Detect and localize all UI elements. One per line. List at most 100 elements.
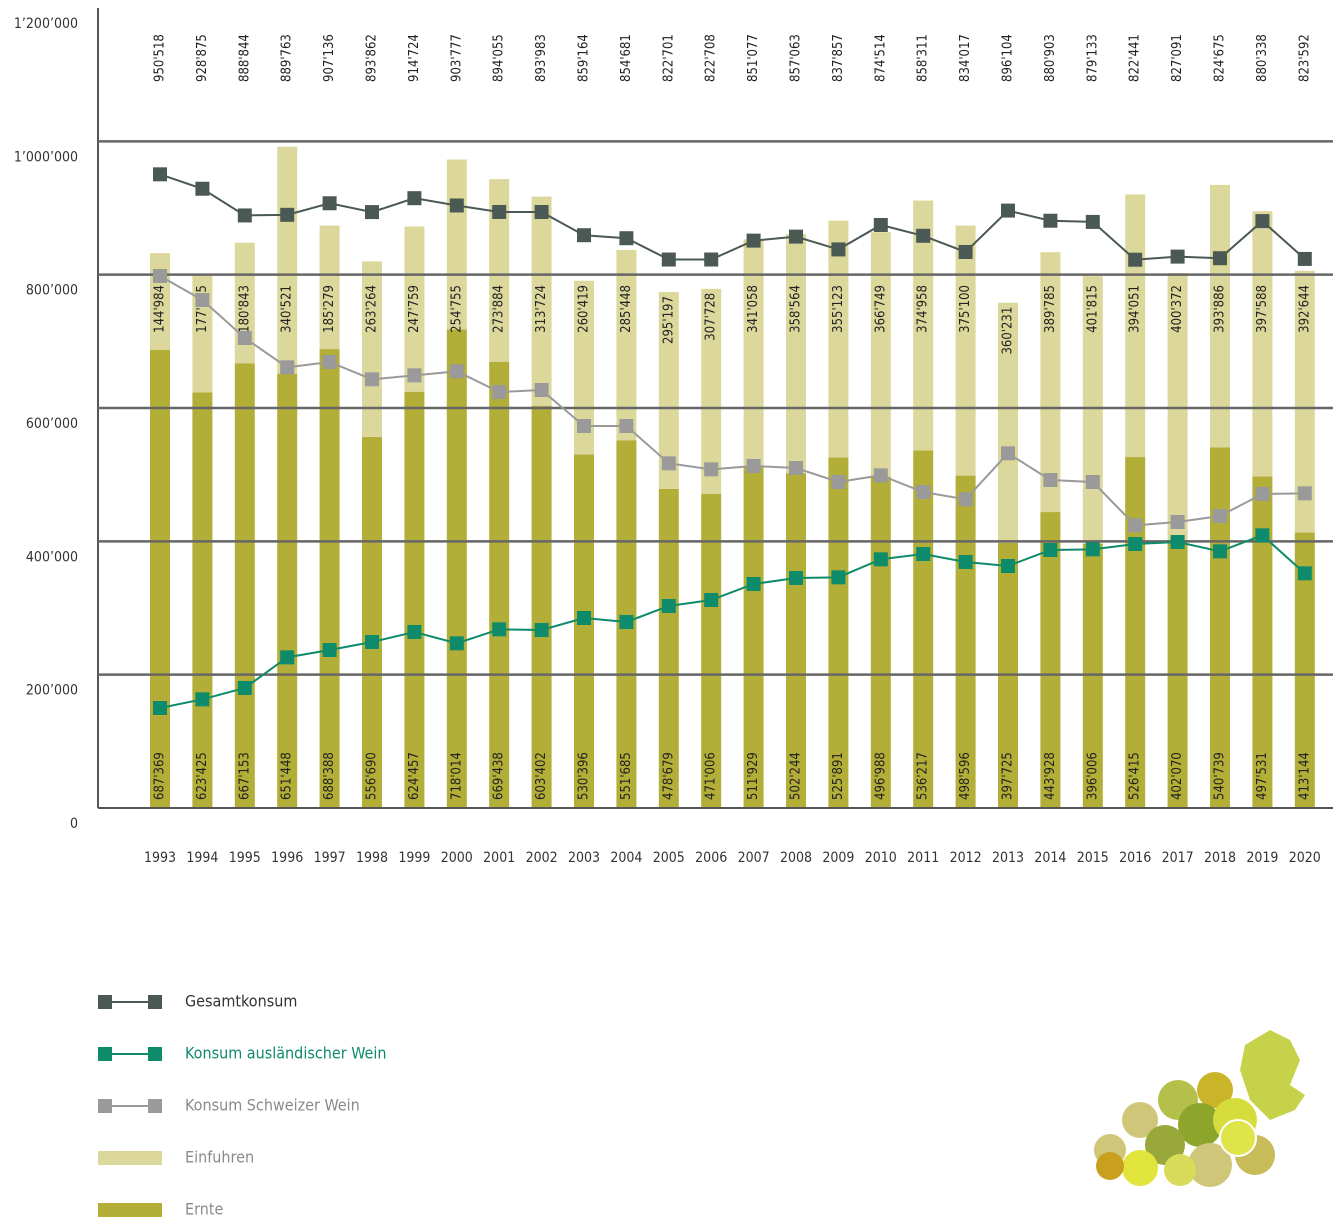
legend-label: Ernte xyxy=(185,1200,223,1219)
value-label: 401'815 xyxy=(1085,285,1100,333)
line-marker xyxy=(280,360,294,374)
y-tick-label: 1’000’000 xyxy=(14,149,78,165)
value-label: 530'396 xyxy=(577,752,592,800)
legend-item: Gesamtkonsum xyxy=(98,992,297,1011)
line-marker xyxy=(407,368,421,382)
value-label: 907'136 xyxy=(322,34,337,82)
line-marker xyxy=(195,182,209,196)
value-label: 623'425 xyxy=(195,752,210,800)
bars xyxy=(150,147,1315,808)
line-marker xyxy=(789,461,803,475)
line-marker xyxy=(1001,559,1015,573)
value-label: 396'006 xyxy=(1085,752,1100,800)
value-label: 603'402 xyxy=(534,752,549,800)
value-label: 443'928 xyxy=(1043,752,1058,800)
line-marker xyxy=(450,198,464,212)
line-marker xyxy=(535,383,549,397)
line-marker xyxy=(535,623,549,637)
legend-marker xyxy=(98,1099,112,1113)
line-marker xyxy=(916,229,930,243)
line-marker xyxy=(1171,250,1185,264)
value-label: 894'055 xyxy=(492,34,507,82)
legend-marker xyxy=(148,1047,162,1061)
y-tick-label: 800’000 xyxy=(26,283,78,299)
value-label: 341'058 xyxy=(746,285,761,333)
value-label: 360'231 xyxy=(1001,307,1016,355)
line-marker xyxy=(1001,446,1015,460)
line-marker xyxy=(874,552,888,566)
legend-item: Konsum Schweizer Wein xyxy=(98,1096,360,1115)
line-marker xyxy=(662,599,676,613)
bar-segment xyxy=(235,363,255,808)
value-label: 688'388 xyxy=(322,752,337,800)
line-marker xyxy=(662,253,676,267)
line-marker xyxy=(874,468,888,482)
x-tick-label: 2005 xyxy=(653,850,685,866)
value-label: 511'929 xyxy=(746,752,761,800)
line-marker xyxy=(789,230,803,244)
line-marker xyxy=(1255,487,1269,501)
value-label: 397'725 xyxy=(1001,752,1016,800)
line-marker xyxy=(1128,253,1142,267)
bar-segment xyxy=(1252,211,1272,476)
value-label: 667'153 xyxy=(237,752,252,800)
x-tick-label: 2004 xyxy=(610,850,642,866)
value-label: 687'369 xyxy=(153,752,168,800)
x-tick-label: 2003 xyxy=(568,850,600,866)
value-label: 144'984 xyxy=(153,285,168,333)
line-marker xyxy=(280,208,294,222)
value-label: 823'592 xyxy=(1297,34,1312,82)
legend-label: Konsum Schweizer Wein xyxy=(185,1096,360,1115)
x-tick-label: 1993 xyxy=(144,850,176,866)
value-label: 556'690 xyxy=(365,752,380,800)
value-label: 822'708 xyxy=(704,34,719,82)
line-marker xyxy=(407,191,421,205)
line-marker xyxy=(662,456,676,470)
value-label: 903'777 xyxy=(449,34,464,82)
value-label: 824'675 xyxy=(1213,34,1228,82)
x-tick-label: 1997 xyxy=(314,850,346,866)
line-marker xyxy=(1213,509,1227,523)
value-label: 551'685 xyxy=(619,752,634,800)
legend-swatch xyxy=(98,1151,162,1165)
x-tick-label: 2014 xyxy=(1034,850,1066,866)
line-marker xyxy=(959,492,973,506)
line-marker xyxy=(1043,214,1057,228)
line-marker xyxy=(577,419,591,433)
value-label: 389'785 xyxy=(1043,285,1058,333)
x-tick-label: 1996 xyxy=(271,850,303,866)
line-marker xyxy=(959,555,973,569)
line-marker xyxy=(831,570,845,584)
value-label: 502'244 xyxy=(789,752,804,800)
y-tick-label: 600’000 xyxy=(26,416,78,432)
line-marker xyxy=(1213,544,1227,558)
line-marker xyxy=(1128,518,1142,532)
line-marker xyxy=(1043,543,1057,557)
value-label: 177'815 xyxy=(195,285,210,333)
bar-segment xyxy=(404,392,424,808)
value-label: 285'448 xyxy=(619,285,634,333)
value-label: 375'100 xyxy=(958,285,973,333)
value-label: 307'728 xyxy=(704,293,719,341)
value-label: 857'063 xyxy=(789,34,804,82)
line-marker xyxy=(365,635,379,649)
line-marker xyxy=(704,462,718,476)
line-marker xyxy=(831,475,845,489)
line-marker xyxy=(1298,252,1312,266)
value-label: 413'144 xyxy=(1297,752,1312,800)
line-marker xyxy=(1255,528,1269,542)
line-marker xyxy=(492,205,506,219)
value-label: 880'903 xyxy=(1043,34,1058,82)
line-marker xyxy=(1128,537,1142,551)
line-marker xyxy=(1043,473,1057,487)
line-marker xyxy=(959,245,973,259)
x-tick-label: 2001 xyxy=(483,850,515,866)
line-marker xyxy=(619,615,633,629)
legend-label: Einfuhren xyxy=(185,1148,254,1167)
value-label: 837'857 xyxy=(831,34,846,82)
grape-icon xyxy=(1094,1030,1305,1187)
bar-segment xyxy=(192,392,212,808)
legend-item: Ernte xyxy=(98,1200,223,1219)
line-marker xyxy=(535,205,549,219)
x-tick-label: 2002 xyxy=(526,850,558,866)
